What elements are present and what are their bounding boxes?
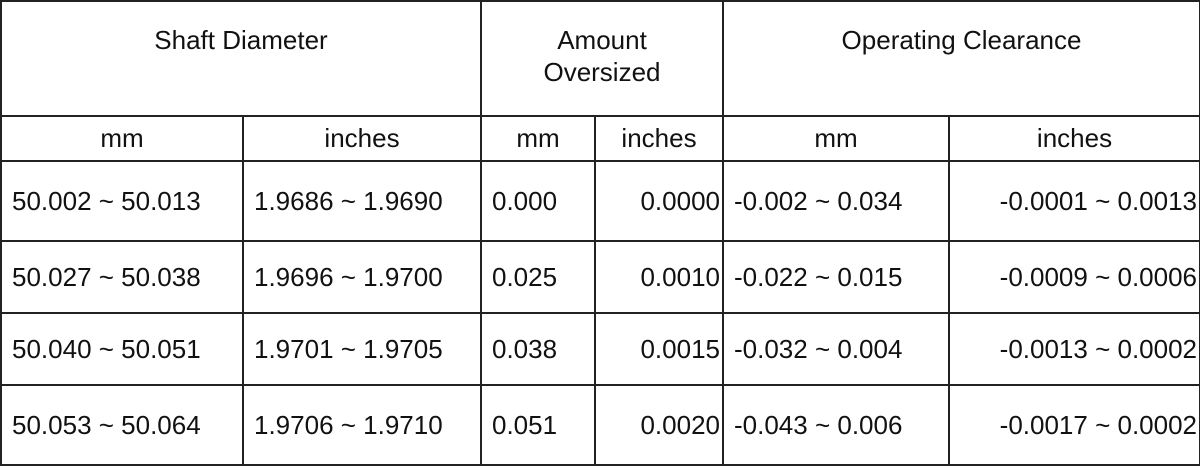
data-cell: 50.027 ~ 50.038 [0,240,244,314]
data-row: 50.053 ~ 50.064 1.9706 ~ 1.9710 0.051 0.002… [0,384,1200,466]
data-cell: 0.051 [480,384,596,466]
unit-header: mm [480,115,596,162]
data-cell: 1.9701 ~ 1.9705 [242,312,482,386]
header-row: Shaft Diameter Amount Oversized Operatin… [0,0,1200,117]
group-header: Operating Clearance [721,0,1200,117]
data-cell: -0.032 ~ 0.004 [722,312,950,386]
data-cell: -0.043 ~ 0.006 [722,384,950,466]
data-cell: 0.0020 [594,384,724,466]
data-cell: 0.0000 [594,160,724,242]
data-cell: 50.040 ~ 50.051 [0,312,244,386]
data-cell: -0.0009 ~ 0.0006 [947,240,1200,314]
data-cell: 0.038 [480,312,596,386]
data-cell: 1.9686 ~ 1.9690 [242,160,482,242]
group-header: Shaft Diameter [0,0,482,117]
data-cell: -0.0013 ~ 0.0002 [947,312,1200,386]
group-header: Amount Oversized [480,0,724,117]
data-cell: -0.002 ~ 0.034 [722,160,950,242]
data-row: 50.040 ~ 50.051 1.9701 ~ 1.9705 0.038 0.001… [0,312,1200,386]
data-cell: 0.025 [480,240,596,314]
unit-row: mm inches mm inches mm inches [0,115,1200,162]
data-cell: -0.0001 ~ 0.0013 [947,160,1200,242]
data-cell: 0.0010 [594,240,724,314]
data-cell: 50.053 ~ 50.064 [0,384,244,466]
data-cell: 0.0015 [594,312,724,386]
unit-header: inches [242,115,482,162]
data-cell: 1.9706 ~ 1.9710 [242,384,482,466]
data-row: 50.027 ~ 50.038 1.9696 ~ 1.9700 0.025 0.001… [0,240,1200,314]
data-row: 50.002 ~ 50.013 1.9686 ~ 1.9690 0.000 0.000… [0,160,1200,242]
unit-header: mm [0,115,244,162]
data-cell: 50.002 ~ 50.013 [0,160,244,242]
data-cell: 0.000 [480,160,596,242]
data-cell: -0.0017 ~ 0.0002 [947,384,1200,466]
unit-header: mm [722,115,950,162]
data-cell: -0.022 ~ 0.015 [722,240,950,314]
data-cell: 1.9696 ~ 1.9700 [242,240,482,314]
unit-header: inches [947,115,1200,162]
unit-header: inches [594,115,724,162]
